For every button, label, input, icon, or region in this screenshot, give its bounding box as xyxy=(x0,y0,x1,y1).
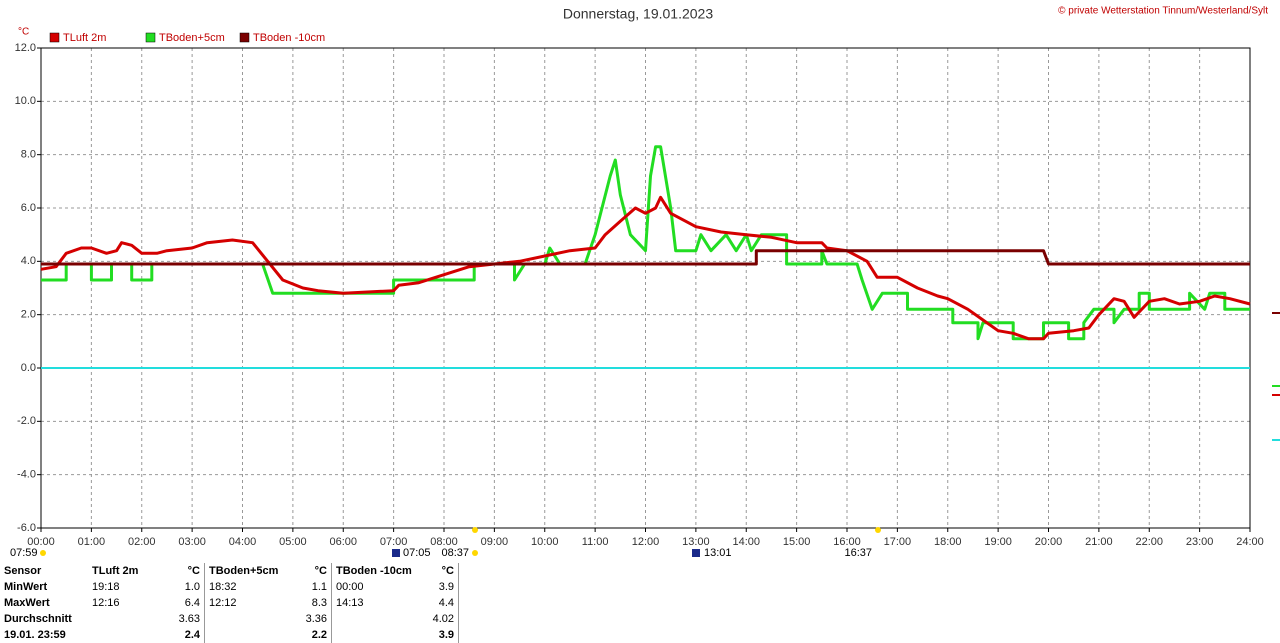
table-row: MaxWert 12:16 6.4 12:12 8.3 14:13 4.4 xyxy=(0,595,459,611)
table-cell: MinWert xyxy=(4,581,48,593)
table-cell: 4.02 xyxy=(420,611,459,627)
series-line xyxy=(41,249,1250,266)
x-tick-label: 13:00 xyxy=(682,536,710,548)
y-tick-label: 4.0 xyxy=(21,255,36,267)
table-cell: 4.4 xyxy=(420,595,459,611)
series-line xyxy=(40,195,1251,341)
x-tick-label: 14:00 xyxy=(732,536,760,548)
table-cell: 3.9 xyxy=(420,627,459,643)
chart-title: Donnerstag, 19.01.2023 xyxy=(563,6,713,22)
x-tick-label: 01:00 xyxy=(78,536,106,548)
y-tick-label: -4.0 xyxy=(17,469,36,481)
credit: © private Wetterstation Tinnum/Westerlan… xyxy=(1058,6,1268,17)
table-cell: Durchschnitt xyxy=(4,613,72,625)
x-tick-label: 20:00 xyxy=(1035,536,1063,548)
x-tick-label: 22:00 xyxy=(1135,536,1163,548)
table-cell: 18:32 xyxy=(209,581,237,593)
table-row: Sensor TLuft 2m °C TBoden+5cm °C TBoden -10cm… xyxy=(0,563,459,579)
table-cell: 12:16 xyxy=(92,597,120,609)
table-cell: 3.36 xyxy=(293,611,332,627)
table-cell xyxy=(332,611,421,627)
table-row: MinWert 19:18 1.0 18:32 1.1 00:00 3.9 xyxy=(0,579,459,595)
legend-label: TBoden -10cm xyxy=(253,32,325,44)
moon-icon xyxy=(392,549,400,557)
table-cell: °C xyxy=(420,563,459,579)
table-cell: 6.4 xyxy=(166,595,205,611)
legend-swatch xyxy=(239,32,250,43)
sun-icon xyxy=(472,550,478,556)
table-cell: TLuft 2m xyxy=(92,565,139,577)
moon-icon xyxy=(692,549,700,557)
x-tick-label: 08:00 xyxy=(430,536,458,548)
x-tick-label: 23:00 xyxy=(1186,536,1214,548)
x-tick-label: 21:00 xyxy=(1085,536,1113,548)
table-cell: 8.3 xyxy=(293,595,332,611)
stats-table: Sensor TLuft 2m °C TBoden+5cm °C TBoden -10cm… xyxy=(0,563,459,643)
x-tick-label: 06:00 xyxy=(329,536,357,548)
x-tick-label: 07:00 xyxy=(380,536,408,548)
plot-frame xyxy=(40,47,1251,529)
y-tick-label: 2.0 xyxy=(21,309,36,321)
y-tick-label: 6.0 xyxy=(21,202,36,214)
x-tick-label: 16:00 xyxy=(833,536,861,548)
table-cell: 19:18 xyxy=(92,581,120,593)
table-cell: 12:12 xyxy=(209,597,237,609)
table-cell: 2.4 xyxy=(166,627,205,643)
table-row: 19.01. 23:59 2.4 2.2 3.9 xyxy=(0,627,459,643)
table-cell xyxy=(205,611,294,627)
x-tick-label: 11:00 xyxy=(582,536,609,548)
x-tick-label: 09:00 xyxy=(481,536,509,548)
y-tick-label: 10.0 xyxy=(15,95,36,107)
x-tick-label: 00:00 xyxy=(27,536,55,548)
sun-icon xyxy=(875,527,881,533)
table-cell: 00:00 xyxy=(336,581,364,593)
sun-icon xyxy=(40,550,46,556)
x-tick-label: 17:00 xyxy=(884,536,912,548)
table-cell: TBoden -10cm xyxy=(336,565,412,577)
y-tick-label: 8.0 xyxy=(21,149,36,161)
y-tick-label: 0.0 xyxy=(21,362,36,374)
time-label: 16:37 xyxy=(844,547,872,559)
x-tick-label: 15:00 xyxy=(783,536,811,548)
time-label: 13:01 xyxy=(704,547,732,559)
x-tick-label: 24:00 xyxy=(1236,536,1264,548)
x-tick-label: 19:00 xyxy=(984,536,1012,548)
y-tick-label: 12.0 xyxy=(15,42,36,54)
table-cell xyxy=(88,611,166,627)
table-cell: 19.01. 23:59 xyxy=(4,629,66,641)
table-cell: MaxWert xyxy=(4,597,50,609)
time-label: 08:37 xyxy=(441,547,469,559)
x-tick-label: 02:00 xyxy=(128,536,156,548)
legend-label: TBoden+5cm xyxy=(159,32,225,44)
table-cell: TBoden+5cm xyxy=(209,565,279,577)
time-label: 07:59 xyxy=(10,547,38,559)
legend-label: TLuft 2m xyxy=(63,32,106,44)
table-cell: Sensor xyxy=(4,565,42,577)
table-cell: °C xyxy=(293,563,332,579)
table-cell: 14:13 xyxy=(336,597,364,609)
chart: Donnerstag, 19.01.2023 © private Wetters… xyxy=(10,6,1280,559)
x-tick-label: 03:00 xyxy=(178,536,206,548)
table-cell: 3.9 xyxy=(420,579,459,595)
x-tick-label: 10:00 xyxy=(531,536,559,548)
x-tick-label: 05:00 xyxy=(279,536,307,548)
table-row: Durchschnitt 3.63 3.36 4.02 xyxy=(0,611,459,627)
x-tick-label: 18:00 xyxy=(934,536,962,548)
legend-swatch xyxy=(49,32,60,43)
y-tick-label: -6.0 xyxy=(17,522,36,534)
y-tick-label: -2.0 xyxy=(17,415,36,427)
table-cell: 1.0 xyxy=(166,579,205,595)
sun-icon xyxy=(472,527,478,533)
table-cell: 3.63 xyxy=(166,611,205,627)
time-label: 07:05 xyxy=(403,547,431,559)
table-cell: 1.1 xyxy=(293,579,332,595)
y-unit: °C xyxy=(18,27,29,38)
x-tick-label: 12:00 xyxy=(632,536,660,548)
x-tick-label: 04:00 xyxy=(229,536,257,548)
table-cell: 2.2 xyxy=(293,627,332,643)
legend-swatch xyxy=(145,32,156,43)
table-cell: °C xyxy=(166,563,205,579)
